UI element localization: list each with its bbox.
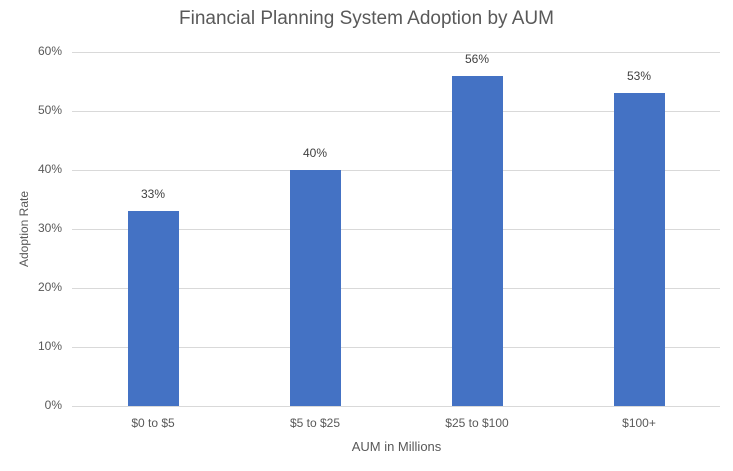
- bar: [613, 93, 665, 406]
- bar: [289, 170, 341, 406]
- gridline: [72, 229, 720, 230]
- data-label: 56%: [464, 51, 490, 66]
- gridline: [72, 288, 720, 289]
- gridline: [72, 111, 720, 112]
- gridline: [72, 52, 720, 53]
- data-label: 33%: [140, 187, 166, 202]
- gridline: [72, 170, 720, 171]
- x-tick-label: $0 to $5: [131, 416, 175, 430]
- x-tick-label: $100+: [622, 416, 656, 430]
- y-tick-label: 10%: [37, 339, 62, 353]
- data-label: 53%: [626, 69, 652, 84]
- gridline: [72, 406, 720, 407]
- plot-area: [72, 52, 720, 407]
- y-tick-label: 30%: [37, 221, 62, 235]
- gridline: [72, 347, 720, 348]
- x-tick-label: $5 to $25: [289, 416, 341, 430]
- y-tick-label: 40%: [37, 162, 62, 176]
- y-tick-label: 50%: [37, 103, 62, 117]
- y-tick-label: 20%: [37, 280, 62, 294]
- x-tick-label: $25 to $100: [445, 416, 509, 430]
- data-label: 40%: [302, 146, 328, 160]
- y-tick-label: 0%: [44, 398, 62, 412]
- chart-title: Financial Planning System Adoption by AU…: [179, 8, 554, 29]
- y-tick-label: 60%: [37, 44, 62, 58]
- x-axis-label: AUM in Millions: [351, 439, 442, 454]
- bar: [127, 211, 179, 406]
- bar: [451, 75, 503, 406]
